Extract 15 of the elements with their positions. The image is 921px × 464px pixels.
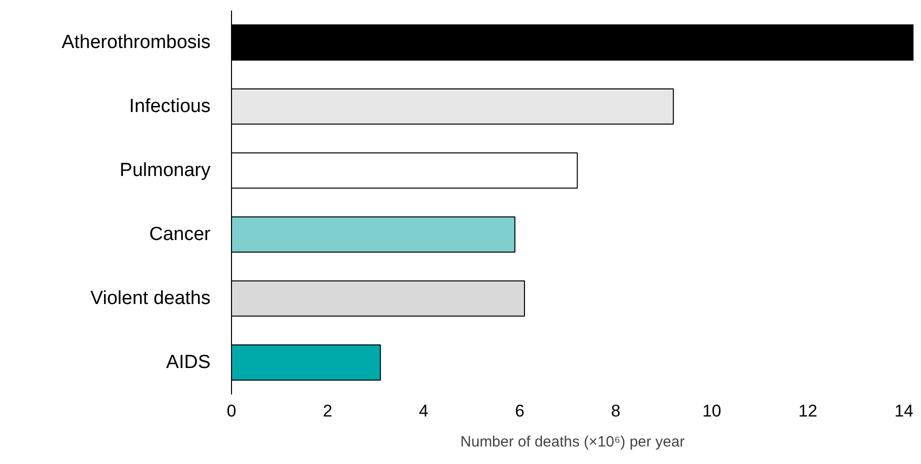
x-tick-label: 4 <box>418 402 428 420</box>
x-tick-label: 2 <box>322 402 332 420</box>
y-tick-label: Infectious <box>129 96 211 117</box>
y-tick-label: Pulmonary <box>120 160 211 181</box>
x-tick-label: 0 <box>226 402 236 420</box>
y-tick-label: AIDS <box>166 352 211 373</box>
x-tick-label: 6 <box>514 402 524 420</box>
x-axis-title: Number of deaths (×10⁶) per year <box>460 434 685 450</box>
y-tick-label: Atherothrombosis <box>62 32 211 53</box>
y-tick-label: Violent deaths <box>90 288 210 309</box>
x-tick-label: 8 <box>611 402 620 420</box>
x-tick-label: 10 <box>702 402 722 420</box>
x-tick-label: 12 <box>798 402 818 420</box>
y-tick-label: Cancer <box>149 224 212 245</box>
x-tick-label: 14 <box>894 402 914 420</box>
